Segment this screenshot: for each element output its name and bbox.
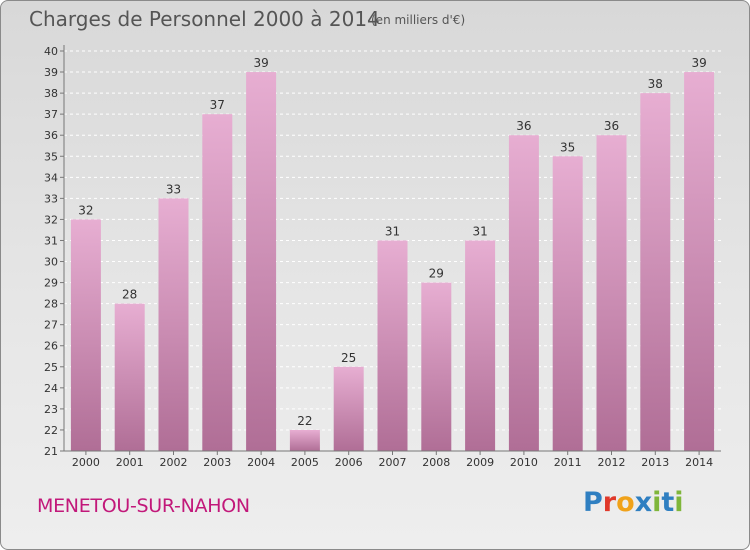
y-tick-label: 39 bbox=[44, 66, 58, 79]
y-tick-label: 22 bbox=[44, 424, 58, 437]
x-tick-label: 2005 bbox=[291, 456, 319, 469]
x-tick-label: 2013 bbox=[641, 456, 669, 469]
chart-title: Charges de Personnel 2000 à 2014 bbox=[29, 7, 380, 31]
x-tick-label: 2012 bbox=[598, 456, 626, 469]
data-label: 28 bbox=[122, 288, 137, 302]
x-tick-label: 2011 bbox=[554, 456, 582, 469]
bar-2010 bbox=[508, 135, 539, 452]
y-tick-label: 31 bbox=[44, 234, 58, 247]
y-tick-label: 23 bbox=[44, 403, 58, 416]
y-tick-label: 21 bbox=[44, 445, 58, 458]
y-tick-label: 25 bbox=[44, 361, 58, 374]
y-tick-label: 38 bbox=[44, 87, 58, 100]
bar-2008 bbox=[421, 282, 452, 451]
data-label: 38 bbox=[648, 77, 663, 91]
x-tick-label: 2000 bbox=[72, 456, 100, 469]
logo-letter: o bbox=[616, 487, 635, 518]
y-tick-label: 30 bbox=[44, 256, 58, 269]
data-label: 33 bbox=[166, 182, 181, 196]
x-tick-label: 2009 bbox=[466, 456, 494, 469]
bar-2009 bbox=[465, 240, 496, 451]
data-label: 36 bbox=[516, 119, 531, 133]
logo-letter: t bbox=[661, 487, 675, 518]
x-tick-label: 2006 bbox=[335, 456, 363, 469]
y-tick-label: 34 bbox=[44, 171, 58, 184]
bar-2011 bbox=[552, 156, 583, 451]
axes: 21 22 23 24 25 26 27 28 29 30 31 32 33 34 35 36 37 38 39 40 bbox=[44, 45, 721, 458]
bar-2002 bbox=[158, 198, 189, 451]
bar-2004 bbox=[246, 72, 277, 451]
data-label: 31 bbox=[385, 224, 400, 238]
bar-2003 bbox=[202, 114, 233, 451]
y-tick-label: 36 bbox=[44, 129, 58, 142]
x-tick-label: 2014 bbox=[685, 456, 713, 469]
bar-2013 bbox=[640, 93, 671, 452]
logo-letter: r bbox=[602, 487, 617, 518]
y-tick-label: 32 bbox=[44, 213, 58, 226]
x-tick-label: 2008 bbox=[422, 456, 450, 469]
y-tick-label: 37 bbox=[44, 108, 58, 121]
data-label: 25 bbox=[341, 351, 356, 365]
commune-name: MENETOU-SUR-NAHON bbox=[37, 495, 250, 517]
data-label: 22 bbox=[297, 414, 312, 428]
logo-letter: x bbox=[634, 487, 653, 518]
y-tick-label: 33 bbox=[44, 192, 58, 205]
data-label: 39 bbox=[253, 56, 268, 70]
logo-letter: i bbox=[674, 487, 684, 518]
bar-2005 bbox=[289, 429, 320, 451]
data-label: 37 bbox=[210, 98, 225, 112]
bar-2006 bbox=[333, 366, 364, 451]
x-tick-label: 2004 bbox=[247, 456, 275, 469]
data-label: 35 bbox=[560, 140, 575, 154]
data-label: 39 bbox=[691, 56, 706, 70]
proxiti-logo: Proxiti bbox=[583, 487, 684, 518]
y-tick-label: 29 bbox=[44, 277, 58, 290]
bars bbox=[70, 72, 715, 452]
y-tick-label: 35 bbox=[44, 150, 58, 163]
bar-2001 bbox=[114, 303, 145, 451]
y-tick-label: 24 bbox=[44, 382, 58, 395]
x-tick-label: 2007 bbox=[379, 456, 407, 469]
logo-letter: i bbox=[652, 487, 662, 518]
data-label: 29 bbox=[429, 267, 444, 281]
bar-2000 bbox=[70, 219, 101, 451]
labels: 32 2000 28 2001 33 2002 37 2003 39 2004 22 2005 25 20… bbox=[72, 56, 713, 469]
x-tick-label: 2003 bbox=[203, 456, 231, 469]
y-tick-label: 27 bbox=[44, 319, 58, 332]
chart-subtitle: (en milliers d'€) bbox=[371, 13, 466, 27]
logo-letter: P bbox=[583, 487, 603, 518]
y-tick-label: 40 bbox=[44, 45, 58, 58]
x-tick-label: 2001 bbox=[116, 456, 144, 469]
data-label: 31 bbox=[472, 224, 487, 238]
x-tick-label: 2010 bbox=[510, 456, 538, 469]
y-tick-label: 28 bbox=[44, 298, 58, 311]
bar-2012 bbox=[596, 135, 627, 452]
x-tick-label: 2002 bbox=[160, 456, 188, 469]
bar-2014 bbox=[684, 72, 715, 451]
data-label: 32 bbox=[78, 203, 93, 217]
bar-2007 bbox=[377, 240, 408, 451]
data-label: 36 bbox=[604, 119, 619, 133]
y-tick-label: 26 bbox=[44, 340, 58, 353]
